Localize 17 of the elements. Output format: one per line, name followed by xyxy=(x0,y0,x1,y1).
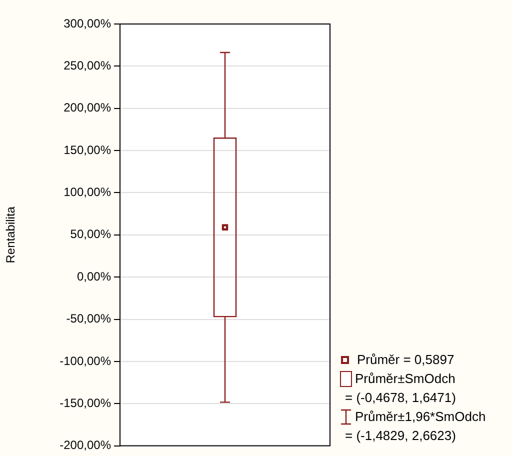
y-tick-label: -200,00% xyxy=(60,438,112,452)
y-axis-title: Rentabilita xyxy=(4,206,18,264)
y-tick-label: -50,00% xyxy=(66,312,112,326)
y-tick-label: 100,00% xyxy=(64,185,112,200)
text: Průměr±SmOdch xyxy=(355,370,456,388)
text: = (-1,4829, 2,6623) xyxy=(344,427,457,445)
y-tick-label: -150,00% xyxy=(60,396,112,410)
text: Průměr±1,96*SmOdch xyxy=(355,408,486,426)
y-tick-label: 150,00% xyxy=(64,142,112,157)
text: Průměr = 0,5897 xyxy=(357,351,454,369)
y-tick-label: 50,00% xyxy=(70,227,112,242)
y-tick-label: 300,00% xyxy=(64,16,112,30)
y-tick-label: 200,00% xyxy=(64,100,112,115)
y-tick-label: -100,00% xyxy=(60,354,112,368)
y-tick-label: 0,00% xyxy=(76,269,112,284)
text: = (-0,4678, 1,6471) xyxy=(344,389,457,407)
y-tick-label: 250,00% xyxy=(64,58,112,72)
